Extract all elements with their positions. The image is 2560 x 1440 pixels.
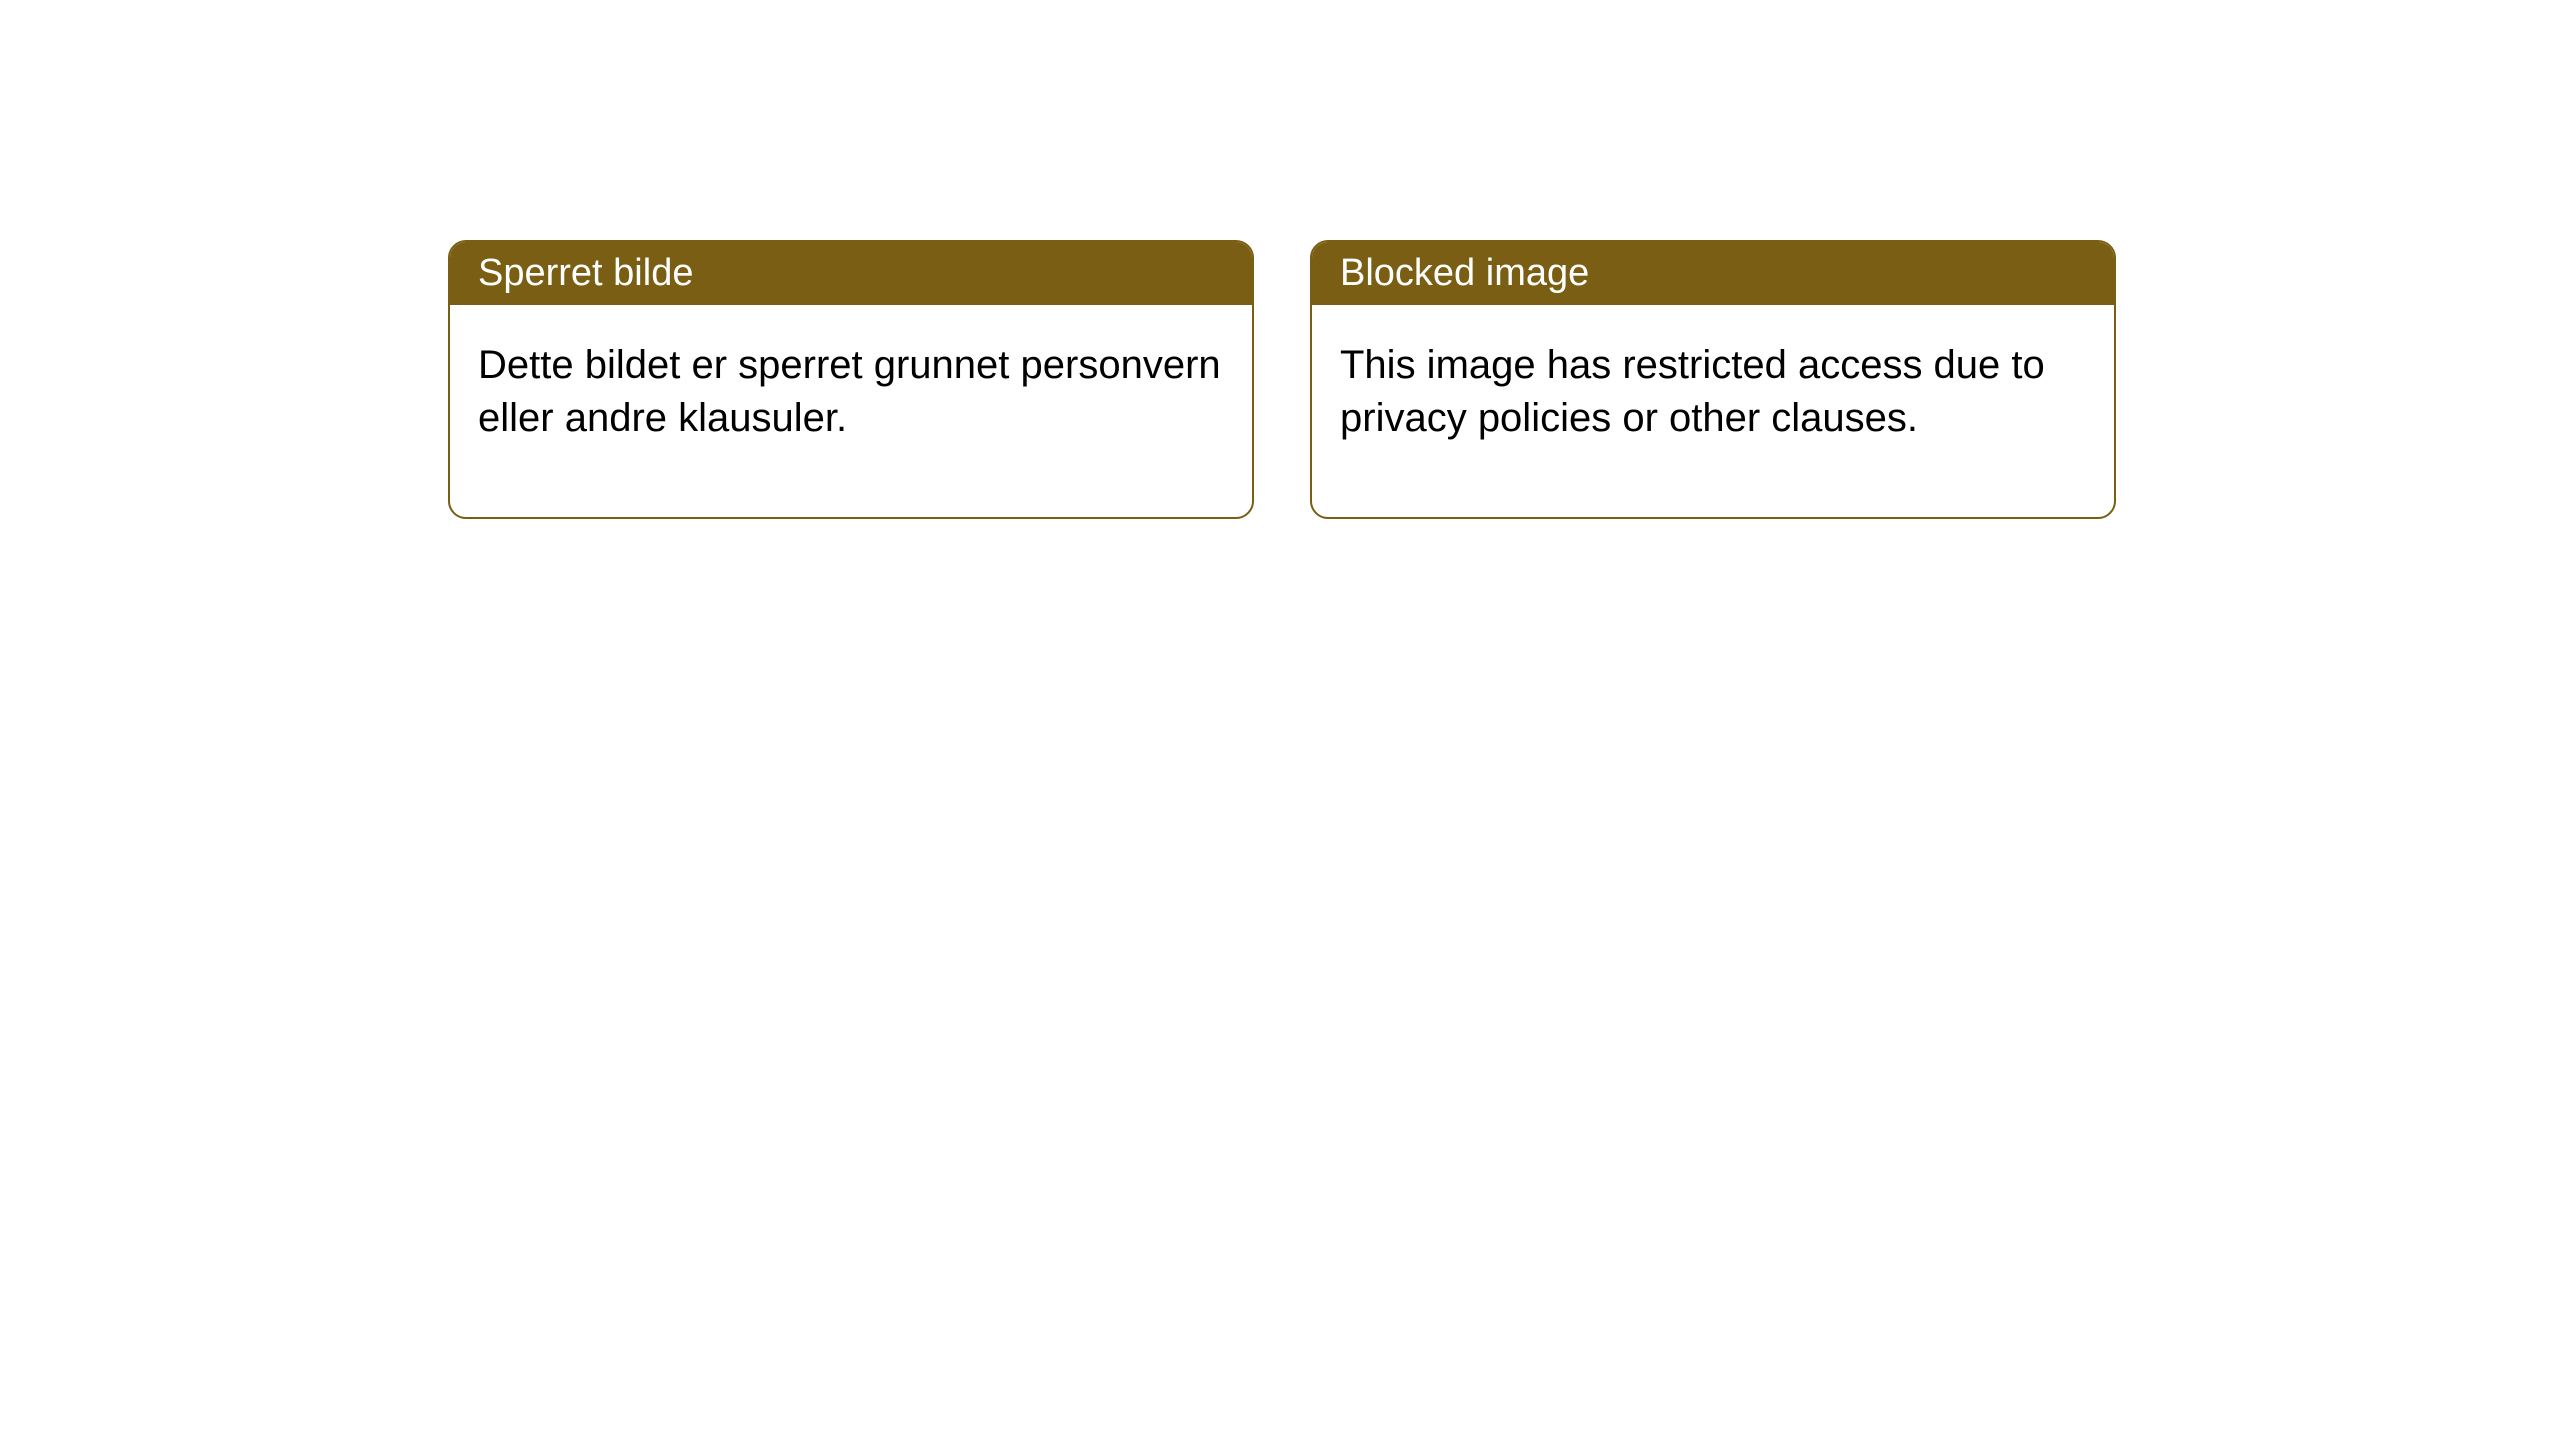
panel-header-text: Blocked image (1340, 252, 1589, 294)
panel-header: Sperret bilde (450, 242, 1252, 305)
panel-header-text: Sperret bilde (478, 252, 693, 294)
blocked-image-panel-norwegian: Sperret bilde Dette bildet er sperret gr… (448, 240, 1254, 519)
panel-body-text: This image has restricted access due to … (1340, 343, 2045, 440)
blocked-image-panel-english: Blocked image This image has restricted … (1310, 240, 2116, 519)
panel-header: Blocked image (1312, 242, 2114, 305)
panel-body: Dette bildet er sperret grunnet personve… (450, 305, 1252, 517)
panel-body-text: Dette bildet er sperret grunnet personve… (478, 343, 1221, 440)
panel-body: This image has restricted access due to … (1312, 305, 2114, 517)
blocked-image-panels: Sperret bilde Dette bildet er sperret gr… (448, 240, 2116, 519)
